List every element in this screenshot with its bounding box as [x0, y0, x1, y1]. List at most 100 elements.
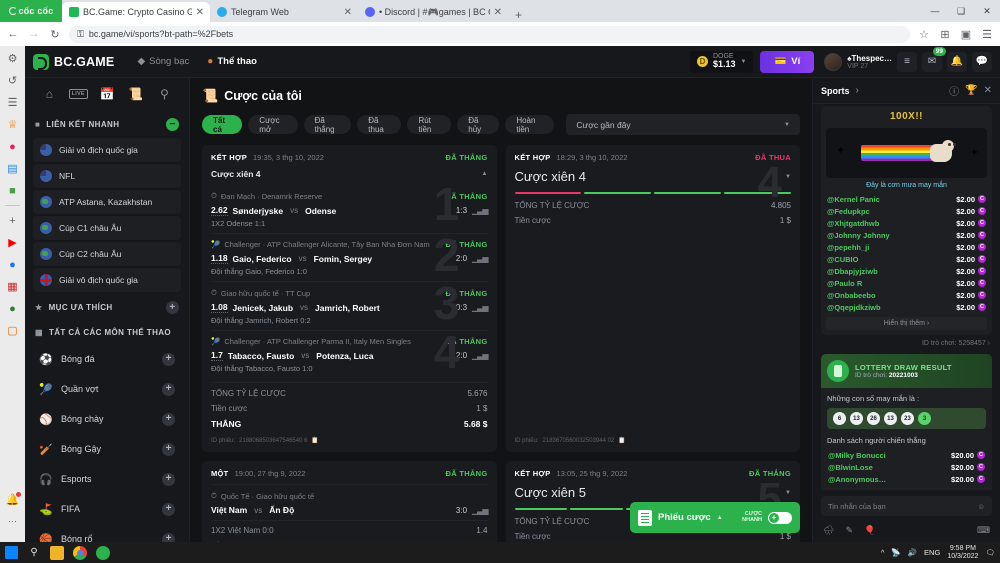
forward-icon[interactable]: → — [28, 28, 40, 40]
minimize-button[interactable]: — — [930, 6, 940, 16]
close-icon[interactable]: ✕ — [983, 85, 992, 96]
sidebar-item-league[interactable]: Cúp C1 châu Âu — [33, 216, 181, 240]
expand-esports-button[interactable]: + — [162, 472, 175, 486]
chart-icon[interactable]: ▤ — [7, 163, 18, 175]
sidebar-item-baseball[interactable]: ⚾ Bóng chày + — [25, 404, 189, 434]
winner-name[interactable]: @Paulo R — [827, 278, 863, 288]
ticket-id-row[interactable]: ID phiếu: 2183670560032503944 02 📋 — [515, 437, 792, 445]
back-icon[interactable]: ← — [7, 28, 19, 40]
quick-bet-toggle[interactable]: + — [768, 511, 792, 524]
sidebar-item-basketball[interactable]: 🏀 Bóng rổ + — [25, 524, 189, 542]
expand-cricket-button[interactable]: + — [162, 442, 175, 456]
sidebar-item-league[interactable]: Giải vô địch quốc gia — [33, 138, 181, 162]
emoji-icon[interactable]: ☺ — [977, 501, 985, 511]
gear-icon[interactable]: ⚙ — [7, 53, 18, 65]
calendar-icon[interactable]: 📅 — [99, 87, 115, 101]
copy-icon[interactable]: 📋 — [618, 438, 626, 444]
stats-icon[interactable]: ▁▃▅ — [472, 303, 489, 312]
filter-refunded[interactable]: Hoàn tiền — [505, 115, 555, 134]
clock[interactable]: 9:58 PM 10/3/2022 — [947, 545, 978, 560]
collapse-quick-links-button[interactable]: − — [166, 118, 179, 131]
profile-icon[interactable]: ▣ — [960, 28, 972, 41]
youtube-icon[interactable]: ▶ — [8, 237, 17, 249]
plus-icon[interactable]: + — [9, 214, 16, 227]
game-icon[interactable]: ■ — [9, 184, 16, 197]
user-menu[interactable]: ♠Thespec… VIP 27 — [824, 52, 892, 71]
wallet-button[interactable]: 💳 Ví — [760, 50, 815, 73]
mail-icon[interactable]: ✉ 99 — [922, 46, 946, 72]
news-icon[interactable]: ▦ — [7, 281, 18, 293]
filter-cancelled[interactable]: Đã hủy — [457, 115, 500, 134]
nav-casino[interactable]: ◆ Sòng bạc — [128, 46, 198, 78]
filter-all[interactable]: Tất cả — [202, 115, 243, 134]
bookmark-star-icon[interactable]: ☆ — [919, 28, 929, 41]
show-more-button[interactable]: Hiển thị thêm › — [826, 317, 987, 330]
start-icon[interactable] — [5, 546, 18, 559]
pencil-icon[interactable]: ✎ — [845, 525, 853, 535]
extension-icon[interactable]: ⊞ — [940, 28, 950, 41]
filter-won[interactable]: Đã thắng — [303, 115, 352, 134]
expand-soccer-button[interactable]: + — [162, 352, 175, 366]
betslip-bar[interactable]: Phiếu cược ▲ CƯỢC NHANH + — [630, 502, 800, 533]
menu-lines-icon[interactable]: ≡ — [897, 51, 917, 72]
filter-open[interactable]: Cược mở — [248, 115, 298, 134]
history-icon[interactable]: ↺ — [7, 75, 18, 87]
list-icon[interactable]: ☰ — [7, 97, 18, 109]
winner-name[interactable]: @Milky Bonucci — [828, 450, 886, 460]
stats-icon[interactable]: ▁▃▅ — [472, 254, 489, 263]
winner-name[interactable]: @Qqepjdkziwb — [827, 302, 881, 312]
collapse-icon[interactable]: ▲ — [481, 171, 488, 177]
expand-tennis-button[interactable]: + — [162, 382, 175, 396]
bell-icon[interactable]: 🔔 — [947, 51, 967, 72]
chevron-up-icon[interactable]: ▲ — [716, 514, 723, 521]
facebook-icon[interactable]: ● — [9, 258, 16, 271]
ticket-id-row[interactable]: ID phiếu: 2188068503647546540 6 📋 — [211, 437, 488, 445]
sort-select[interactable]: Cược gần đây ▼ — [566, 114, 800, 135]
expand-fifa-button[interactable]: + — [162, 502, 175, 516]
sidebar-item-league[interactable]: ATP Astana, Kazakhstan — [33, 190, 181, 214]
winner-name[interactable]: @Fedupkpc — [827, 206, 870, 216]
chat-room-name[interactable]: Sports — [821, 85, 850, 96]
winner-name[interactable]: @Anonymous… — [828, 474, 887, 484]
sidebar-item-fifa[interactable]: ⛳ FIFA + — [25, 494, 189, 524]
chat-input[interactable]: Tin nhắn của bạn ☺ — [821, 496, 992, 516]
chevron-down-icon[interactable]: ▼ — [740, 58, 747, 65]
winner-name[interactable]: @Kernel Panic — [827, 194, 880, 204]
coccoc-logo[interactable]: cốc cốc — [0, 0, 62, 22]
nav-sports[interactable]: ● Thể thao — [198, 46, 266, 78]
close-window-button[interactable]: ✕ — [983, 5, 991, 16]
chat-icon[interactable]: ● — [9, 140, 16, 153]
chat-toggle-icon[interactable]: 💬 — [972, 51, 992, 72]
action-center-icon[interactable]: 🗨 — [985, 548, 995, 557]
cart-icon[interactable]: ▢ — [7, 325, 18, 337]
language-indicator[interactable]: ENG — [924, 548, 941, 557]
rain-game-id[interactable]: ID trò chơi: 5258457 › — [921, 340, 990, 347]
maximize-button[interactable]: ❑ — [956, 5, 966, 16]
menu-icon[interactable]: ☰ — [982, 28, 992, 41]
info-icon[interactable]: ⓘ — [949, 87, 960, 98]
expand-baseball-button[interactable]: + — [162, 412, 175, 426]
home-icon[interactable]: ⌂ — [45, 87, 54, 101]
winner-name[interactable]: @CUBIO — [827, 254, 859, 264]
reload-icon[interactable]: ↻ — [50, 28, 60, 41]
more-icon[interactable]: ⋯ — [8, 516, 17, 526]
tab-close-icon[interactable]: ✕ — [493, 6, 502, 18]
bet-card[interactable]: KẾT HỢP 19:35, 3 thg 10, 2022 ĐÃ THẮNG C… — [202, 145, 497, 452]
address-bar[interactable]: ⚿ bc.game/vi/sports?bt-path=%2Fbets — [69, 25, 910, 43]
live-icon[interactable]: LIVE — [68, 86, 88, 102]
filter-lost[interactable]: Đã thua — [357, 115, 402, 134]
copy-icon[interactable]: 📋 — [311, 438, 319, 444]
winner-name[interactable]: @pepehh_ji — [827, 242, 870, 252]
food-icon[interactable]: ● — [9, 302, 16, 315]
network-icon[interactable]: 📡 — [891, 548, 901, 557]
expand-icon[interactable]: ▼ — [785, 489, 791, 496]
sidebar-item-league[interactable]: Cúp C2 châu Âu — [33, 242, 181, 266]
tab-close-icon[interactable]: ✕ — [343, 6, 352, 18]
sidebar-item-soccer[interactable]: ⚽ Bóng đá + — [25, 344, 189, 374]
app-logo[interactable]: BC.GAME — [33, 53, 128, 70]
winner-name[interactable]: @Xhjtgatdhwb — [827, 218, 880, 228]
new-tab-button[interactable]: + — [515, 8, 523, 22]
mybets-icon[interactable]: 📜 — [128, 87, 144, 101]
winner-name[interactable]: @Onbabeebo — [827, 290, 876, 300]
search-icon[interactable]: ⚲ — [160, 87, 169, 101]
